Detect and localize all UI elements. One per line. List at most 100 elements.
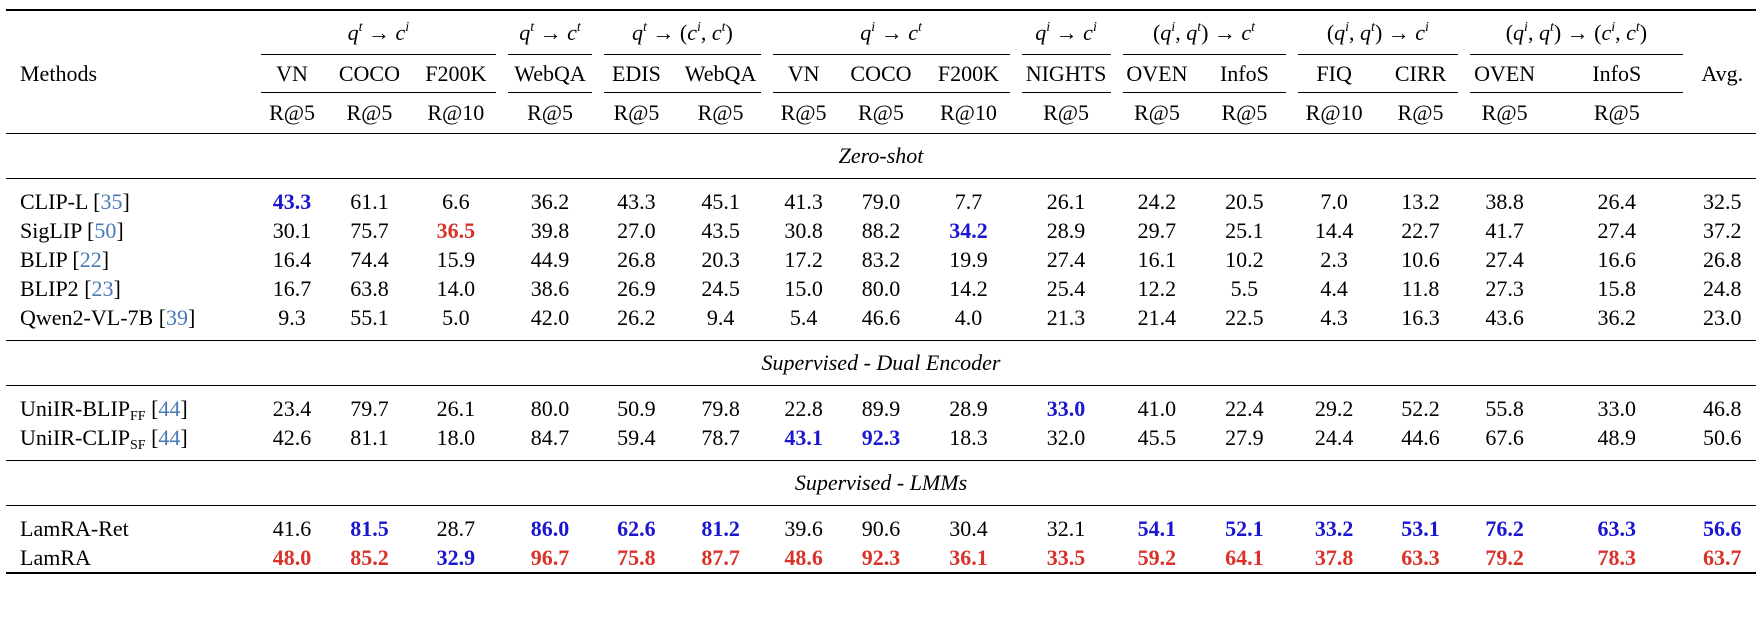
value-cell: 16.7 [272,275,312,301]
value-cell: 76.2 [1485,515,1524,541]
value-cell: 43.3 [272,188,312,214]
method-name: LamRA-Ret [20,515,129,541]
value-cell: 43.5 [701,217,740,243]
value-cell: 79.7 [350,395,389,421]
value-cell: 10.6 [1401,246,1440,272]
method-name: UniIR-CLIP [20,424,130,450]
value-cell: 48.0 [272,544,312,570]
value-cell: 63.8 [350,275,389,301]
metric-header: R@5 [780,100,827,125]
value-cell: 64.1 [1225,544,1264,570]
section-title: Zero-shot [838,143,924,168]
citation-link[interactable]: 44 [158,395,181,421]
citation-link[interactable]: 39 [166,304,189,330]
value-cell: 55.8 [1485,395,1524,421]
task-header-row: qt → ci qt → ct qt → (ci, ct) qi → ct qi → c… [6,10,1756,55]
avg-cell: 32.5 [1703,188,1742,214]
task-formula: (qi, qt) → (ci, ct) [1505,20,1648,45]
section-header-row: Zero-shot [6,133,1756,179]
value-cell: 79.2 [1485,544,1524,570]
metric-header-row: R@5 R@5 R@10 R@5 R@5 R@5 R@5 R@5 R@10 R@5 R@5 R@5 R@… [6,93,1756,134]
value-cell: 14.4 [1314,217,1354,243]
metric-header: R@5 [1133,100,1180,125]
value-cell: 27.3 [1485,275,1524,301]
value-cell: 87.7 [701,544,740,570]
value-cell: 41.3 [784,188,823,214]
value-cell: 48.9 [1597,424,1637,450]
value-cell: 52.2 [1401,395,1440,421]
value-cell: 17.2 [784,246,823,272]
avg-cell: 26.8 [1703,246,1742,272]
method-cell: SigLIP [50] [20,217,124,243]
value-cell: 81.1 [350,424,389,450]
avg-cell: 46.8 [1703,395,1742,421]
task-header-3: qi → ct [767,10,1016,55]
value-cell: 78.3 [1597,544,1637,570]
citation-link[interactable]: 44 [158,424,181,450]
dataset-header: F200K [409,55,502,93]
value-cell: 12.2 [1137,275,1177,301]
value-cell: 24.4 [1314,424,1354,450]
citation-link[interactable]: 22 [79,246,102,272]
value-cell: 61.1 [350,188,389,214]
value-cell: 19.9 [949,246,988,272]
metric-header: R@5 [269,100,316,125]
value-cell: 20.3 [701,246,740,272]
task-header-5: (qi, qt) → ct [1117,10,1292,55]
value-cell: 75.8 [617,544,656,570]
value-cell: 75.7 [350,217,389,243]
value-cell: 32.0 [1046,424,1086,450]
value-cell: 63.3 [1401,544,1440,570]
metric-header: R@5 [613,100,660,125]
value-cell: 33.2 [1314,515,1354,541]
method-cell: BLIP2 [23] [20,275,121,301]
value-cell: 15.9 [436,246,476,272]
value-cell: 29.2 [1314,395,1354,421]
value-cell: 67.6 [1485,424,1524,450]
value-cell: 59.2 [1137,544,1177,570]
table-row: BLIP2 [23] 16.7 63.8 14.0 38.6 26.9 24.5 15.0 80… [6,274,1756,303]
table-row: Qwen2-VL-7B [39] 9.3 55.1 5.0 42.0 26.2 9.4 5.4… [6,303,1756,332]
value-cell: 55.1 [350,304,389,330]
dataset-header: COCO [329,55,410,93]
value-cell: 90.6 [861,515,901,541]
method-cell: LamRA-Ret [6,514,255,543]
task-header-4: qi → ci [1016,10,1117,55]
value-cell: 42.0 [530,304,570,330]
value-cell: 4.4 [1320,275,1348,301]
dataset-header: COCO [840,55,922,93]
task-formula: (qi, qt) → ct [1152,20,1256,45]
value-cell: 38.8 [1485,188,1524,214]
value-cell: 28.9 [949,395,988,421]
method-name: BLIP2 [20,275,79,301]
method-subscript: FF [130,408,146,424]
value-cell: 41.6 [272,515,312,541]
value-cell: 53.1 [1401,515,1440,541]
task-formula: qi → ci [1035,20,1097,45]
value-cell: 29.7 [1137,217,1177,243]
value-cell: 81.5 [350,515,389,541]
table-row: SigLIP [50] 30.1 75.7 36.5 39.8 27.0 43.5 30.8 8… [6,216,1756,245]
value-cell: 26.9 [617,275,656,301]
value-cell: 7.7 [954,188,983,214]
table-row: BLIP [22] 16.4 74.4 15.9 44.9 26.8 20.3 17.2 83.… [6,245,1756,274]
value-cell: 20.5 [1225,188,1264,214]
metric-header: R@5 [697,100,744,125]
value-cell: 30.8 [784,217,823,243]
task-header-6: (qi, qt) → ci [1292,10,1465,55]
value-cell: 6.6 [442,188,470,214]
value-cell: 78.7 [701,424,740,450]
results-table: qt → ci qt → ct qt → (ci, ct) qi → ct qi → c… [6,9,1756,574]
value-cell: 33.0 [1597,395,1637,421]
value-cell: 88.2 [861,217,901,243]
metric-header: R@5 [1481,100,1528,125]
citation-link[interactable]: 35 [100,188,123,214]
citation-link[interactable]: 23 [91,275,114,301]
value-cell: 44.6 [1401,424,1440,450]
citation-link[interactable]: 50 [94,217,117,243]
method-subscript: SF [130,437,146,453]
section-header-row: Supervised - LMMs [6,460,1756,506]
value-cell: 16.3 [1401,304,1440,330]
value-cell: 27.4 [1597,217,1637,243]
value-cell: 27.9 [1225,424,1264,450]
